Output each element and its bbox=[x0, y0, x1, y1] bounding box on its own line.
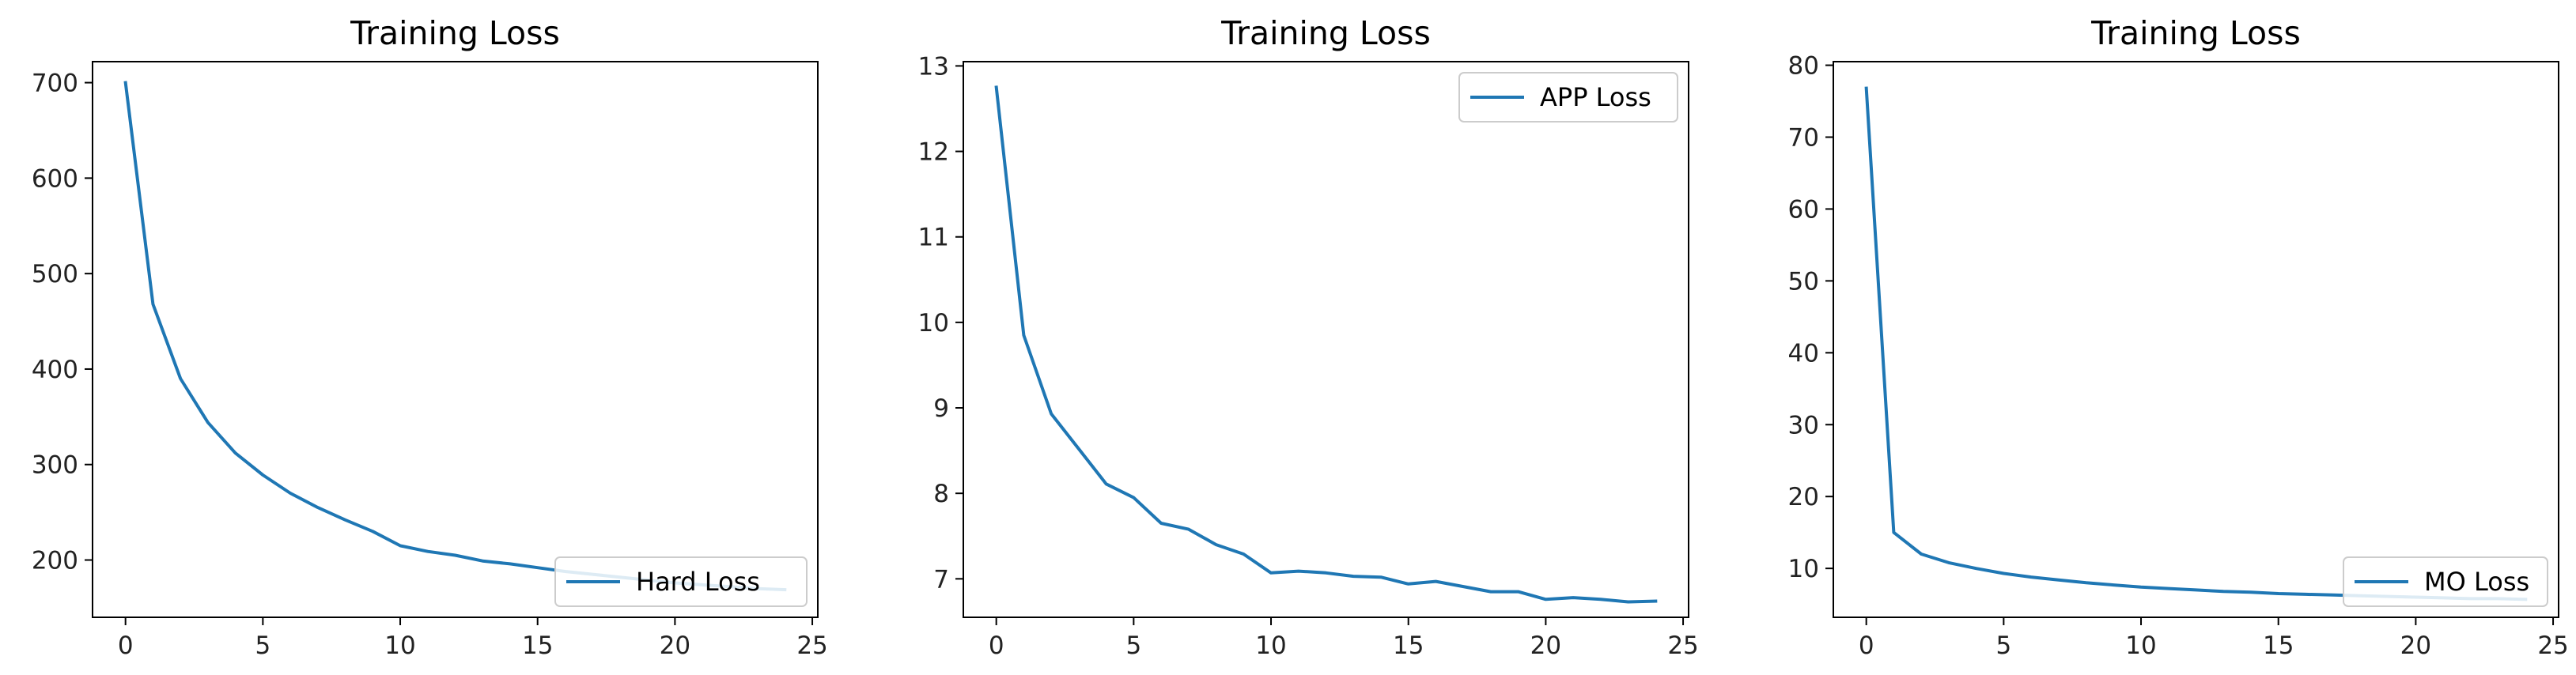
legend-box bbox=[2343, 556, 2548, 607]
x-tick-label: 5 bbox=[1995, 632, 2011, 660]
legend: Hard Loss bbox=[554, 556, 808, 607]
axes-frame bbox=[92, 61, 819, 618]
x-tick-label: 20 bbox=[2400, 632, 2431, 660]
x-tick-label: 10 bbox=[1255, 632, 1286, 660]
series-line bbox=[123, 81, 787, 592]
x-tick-label: 5 bbox=[1125, 632, 1141, 660]
y-tick-label: 30 bbox=[1788, 411, 1819, 439]
axes-frame bbox=[963, 61, 1689, 618]
y-tick-label: 20 bbox=[1788, 483, 1819, 511]
legend-box bbox=[554, 556, 808, 607]
series-line bbox=[1864, 86, 2528, 601]
y-tick-label: 7 bbox=[933, 565, 949, 594]
y-tick-label: 9 bbox=[933, 394, 949, 423]
x-tick-label: 25 bbox=[796, 632, 827, 660]
y-tick-label: 50 bbox=[1788, 267, 1819, 296]
chart-panel-app-loss: Training Loss 0 5 10 15 20 25 7 8 9 10 11 12 13 APP Lo… bbox=[918, 14, 1699, 660]
chart-panel-hard-loss: Training Loss 0 5 10 15 20 25 200 300 400 500 600 70… bbox=[32, 14, 828, 660]
y-tick-label: 8 bbox=[933, 480, 949, 508]
y-tick-label: 80 bbox=[1788, 52, 1819, 81]
x-tick-label: 20 bbox=[660, 632, 690, 660]
x-tick-label: 25 bbox=[1667, 632, 1698, 660]
y-tick-label: 200 bbox=[32, 547, 78, 575]
y-tick-label: 400 bbox=[32, 356, 78, 384]
x-tick-label: 5 bbox=[255, 632, 270, 660]
x-tick-label: 15 bbox=[1393, 632, 1424, 660]
y-tick-label: 300 bbox=[32, 451, 78, 480]
y-tick-label: 11 bbox=[918, 224, 949, 252]
x-tick-label: 15 bbox=[2263, 632, 2294, 660]
x-tick-label: 20 bbox=[1530, 632, 1561, 660]
chart-title: Training Loss bbox=[350, 14, 560, 52]
legend-box bbox=[1458, 72, 1678, 123]
y-tick-label: 500 bbox=[32, 260, 78, 288]
chart-title: Training Loss bbox=[1220, 14, 1431, 52]
axes-frame bbox=[1833, 61, 2559, 618]
y-tick-label: 70 bbox=[1788, 123, 1819, 152]
legend-label: APP Loss bbox=[1540, 82, 1651, 112]
chart-title: Training Loss bbox=[2090, 14, 2301, 52]
x-tick-label: 0 bbox=[989, 632, 1004, 660]
x-tick-label: 0 bbox=[1859, 632, 1874, 660]
x-tick-label: 0 bbox=[118, 632, 134, 660]
x-tick-label: 25 bbox=[2537, 632, 2568, 660]
legend: MO Loss bbox=[2343, 556, 2548, 607]
y-tick-label: 10 bbox=[918, 309, 949, 338]
x-tick-label: 15 bbox=[522, 632, 553, 660]
legend: APP Loss bbox=[1458, 72, 1678, 123]
chart-panel-mo-loss: Training Loss 0 5 10 15 20 25 10 20 30 40 50 60 70 80 M… bbox=[1788, 14, 2569, 660]
y-tick-label: 600 bbox=[32, 164, 78, 193]
y-tick-label: 10 bbox=[1788, 555, 1819, 583]
legend-label: MO Loss bbox=[2424, 567, 2529, 597]
y-tick-label: 700 bbox=[32, 70, 78, 98]
legend-label: Hard Loss bbox=[636, 567, 760, 597]
x-tick-label: 10 bbox=[2125, 632, 2156, 660]
y-tick-label: 13 bbox=[918, 52, 949, 81]
y-tick-label: 12 bbox=[918, 138, 949, 167]
series-line bbox=[994, 85, 1658, 604]
x-tick-label: 10 bbox=[384, 632, 415, 660]
y-tick-label: 60 bbox=[1788, 195, 1819, 224]
y-tick-label: 40 bbox=[1788, 339, 1819, 368]
